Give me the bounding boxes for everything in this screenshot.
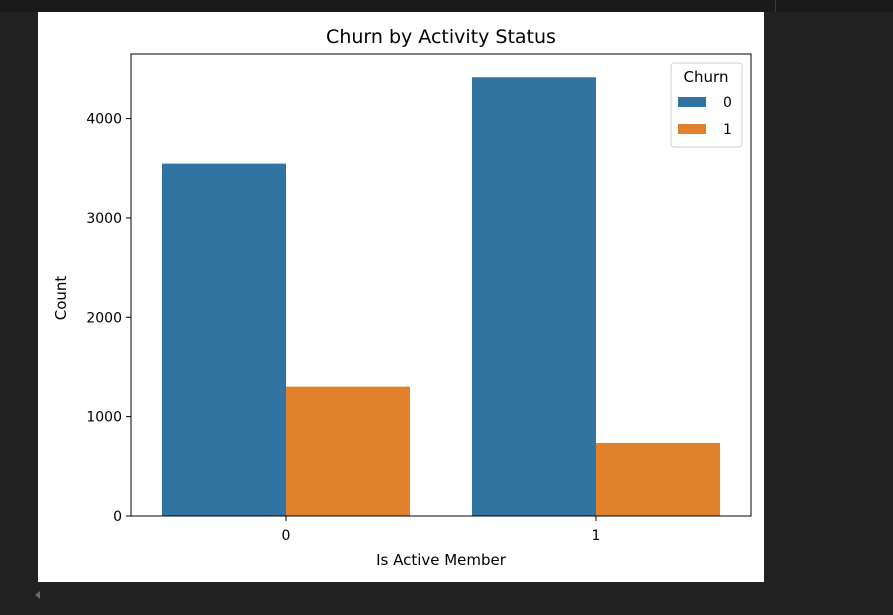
bar-churn-0-active-0 (162, 163, 286, 517)
bar-chart: Churn by Activity Status Count Is Active… (52, 26, 752, 569)
top-bar-divider (775, 0, 776, 12)
y-tick-label: 3000 (86, 211, 122, 227)
x-tick-label: 1 (592, 528, 601, 544)
bar-churn-0-active-1 (472, 77, 596, 517)
chart-figure: Churn by Activity Status Count Is Active… (38, 12, 764, 582)
bar-churn-1-active-0 (286, 386, 410, 516)
x-axis-label: Is Active Member (376, 551, 507, 569)
top-bar (0, 0, 893, 12)
plot-frame (130, 53, 752, 517)
legend: Churn 0 1 (670, 62, 743, 148)
legend-label-1: 1 (723, 122, 732, 138)
legend-title: Churn (684, 68, 729, 86)
y-ticks-group: 0 1000 2000 3000 4000 (86, 112, 131, 525)
bar-churn-1-active-1 (596, 442, 720, 516)
legend-swatch-1 (678, 124, 706, 134)
bars-group (162, 77, 720, 517)
scroll-left-icon[interactable] (35, 591, 40, 599)
x-tick-label: 0 (282, 528, 291, 544)
legend-label-0: 0 (723, 95, 732, 111)
legend-swatch-0 (678, 97, 706, 107)
y-axis-label: Count (52, 276, 70, 321)
chart-title: Churn by Activity Status (326, 26, 556, 48)
y-tick-label: 1000 (86, 410, 122, 426)
y-tick-label: 0 (113, 509, 122, 525)
y-tick-label: 2000 (86, 310, 122, 326)
y-tick-label: 4000 (86, 112, 122, 128)
